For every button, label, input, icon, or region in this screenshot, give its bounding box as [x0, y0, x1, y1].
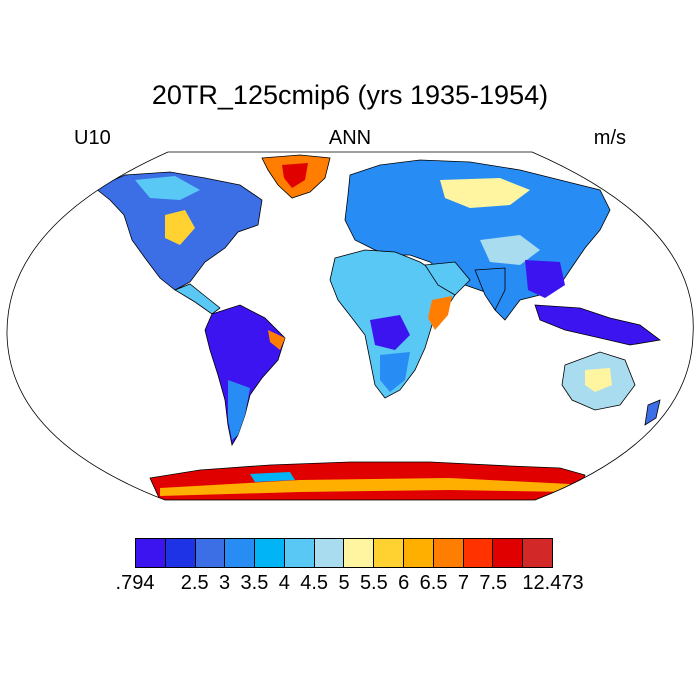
region-antarctica-blue: [250, 472, 295, 482]
colorbar-swatch: [374, 539, 405, 567]
colorbar-swatch: [463, 539, 494, 567]
region-greenland-core: [282, 163, 308, 188]
region-new-zealand: [644, 399, 661, 426]
colorbar-swatch: [523, 539, 552, 567]
region-canada-north: [135, 176, 200, 200]
region-antarctica-band: [160, 478, 570, 496]
colorbar-tick-label: 7: [457, 572, 469, 594]
region-central-america: [174, 283, 221, 315]
variable-label: U10: [74, 127, 111, 149]
colorbar-swatch: [404, 539, 434, 567]
colorbar-swatch: [284, 539, 315, 567]
colorbar-tick-label: 2.5: [180, 572, 209, 594]
region-southern-africa: [380, 352, 410, 392]
colorbar-tick-label: .794: [115, 572, 155, 594]
region-brazil-coast: [268, 330, 285, 350]
colorbar-swatch: [165, 539, 196, 567]
colorbar-swatch: [314, 539, 345, 567]
colorbar-swatch: [136, 539, 166, 567]
colorbar-tick-label: 4: [278, 572, 290, 594]
region-south-america-south: [228, 380, 250, 440]
colorbar-tick-label: 5: [338, 572, 350, 594]
colorbar-swatch: [493, 539, 524, 567]
region-arabia: [424, 261, 471, 296]
colorbar-tick-label: 6: [398, 572, 410, 594]
colorbar-swatch: [433, 539, 464, 567]
colorbar-tick-label: 12.473: [522, 572, 584, 594]
season-label: ANN: [328, 127, 372, 149]
colorbar-swatch: [255, 539, 285, 567]
colorbar-tick-label: 5.5: [359, 572, 388, 594]
region-southeast-asia: [525, 260, 565, 298]
region-north-america-interior: [165, 210, 195, 245]
region-congo: [370, 315, 410, 350]
region-india: [474, 267, 506, 311]
region-siberia-yellow: [440, 178, 530, 208]
colorbar: [135, 538, 553, 568]
colorbar-tick-label: 6.5: [419, 572, 448, 594]
map-outline: [6, 151, 694, 501]
region-horn-of-africa: [428, 296, 452, 330]
colorbar-tick-label: 4.5: [300, 572, 329, 594]
units-label: m/s: [593, 127, 626, 149]
colorbar-swatch: [195, 539, 226, 567]
colorbar-swatch: [344, 539, 375, 567]
region-tibet: [480, 235, 540, 265]
plot-title: 20TR_125cmip6 (yrs 1935-1954): [151, 80, 549, 110]
colorbar-tick-label: 3: [219, 572, 231, 594]
region-australia-interior: [585, 368, 612, 392]
region-maritime-continent: [534, 304, 661, 346]
colorbar-swatch: [225, 539, 256, 567]
colorbar-tick-label: 3.5: [240, 572, 269, 594]
region-south-america: [204, 304, 286, 447]
colorbar-tick-label: 7.5: [479, 572, 508, 594]
